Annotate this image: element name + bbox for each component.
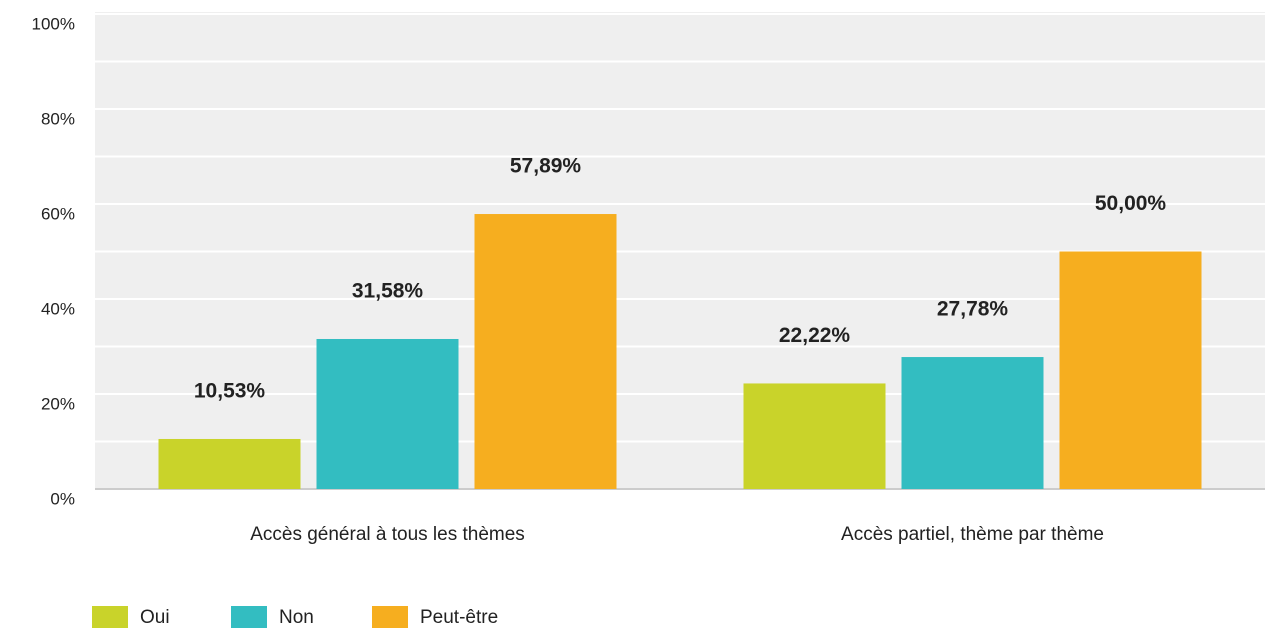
y-tick-label: 20% bbox=[41, 394, 75, 413]
value-label: 10,53% bbox=[194, 380, 266, 403]
y-tick-label: 0% bbox=[50, 489, 75, 508]
bar bbox=[743, 383, 886, 489]
y-tick-label: 80% bbox=[41, 109, 75, 128]
value-label: 27,78% bbox=[937, 298, 1009, 321]
value-label: 50,00% bbox=[1095, 192, 1167, 215]
bar bbox=[901, 357, 1044, 489]
legend-swatch bbox=[231, 606, 267, 628]
legend-swatch bbox=[372, 606, 408, 628]
bar bbox=[474, 214, 617, 489]
value-label: 22,22% bbox=[779, 324, 851, 347]
legend-label: Peut-être bbox=[420, 607, 498, 628]
y-tick-label: 60% bbox=[41, 204, 75, 223]
bar bbox=[1059, 251, 1202, 489]
x-tick-label: Accès partiel, thème par thème bbox=[841, 524, 1104, 545]
x-tick-label: Accès général à tous les thèmes bbox=[250, 524, 525, 545]
value-label: 57,89% bbox=[510, 155, 582, 178]
value-label: 31,58% bbox=[352, 280, 424, 303]
y-tick-label: 40% bbox=[41, 299, 75, 318]
bar bbox=[158, 438, 301, 489]
legend-swatch bbox=[92, 606, 128, 628]
bar bbox=[316, 338, 459, 489]
legend-label: Non bbox=[279, 607, 314, 628]
y-tick-label: 100% bbox=[32, 14, 75, 33]
legend-label: Oui bbox=[140, 607, 170, 628]
